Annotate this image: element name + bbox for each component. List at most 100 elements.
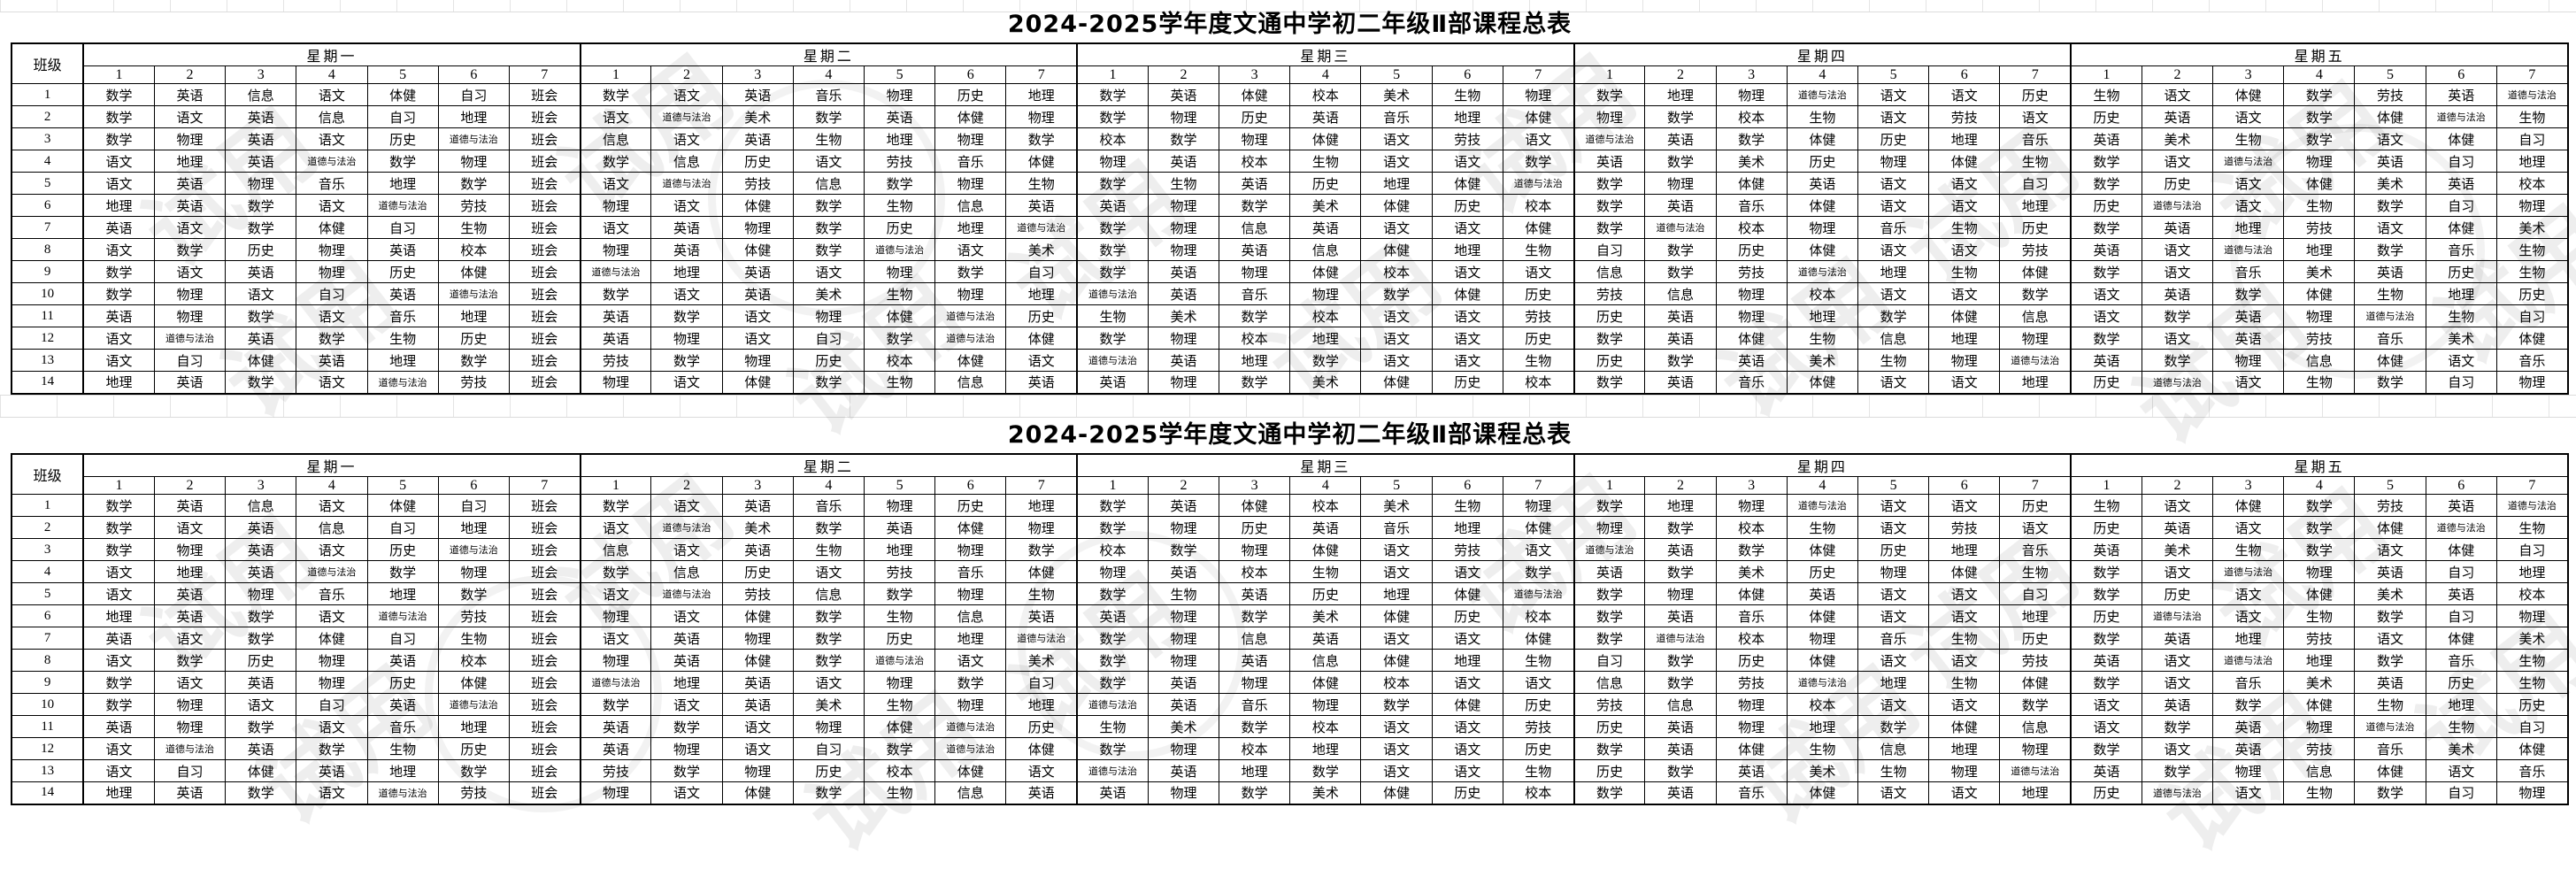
subject-cell: 英语 — [225, 150, 297, 173]
subject-cell: 语文 — [296, 538, 368, 561]
subject-cell: 美术 — [1289, 371, 1362, 394]
day-header: 星期二 — [579, 453, 1078, 477]
subject-cell: 数学 — [82, 105, 155, 128]
subject-cell: 语文 — [1857, 781, 1930, 804]
subject-cell: 语文 — [1502, 260, 1575, 283]
subject-cell: 物理 — [1928, 349, 2001, 372]
period-header: 2 — [153, 65, 227, 84]
subject-cell: 生物 — [1431, 83, 1503, 106]
subject-cell: 美术 — [1786, 349, 1858, 372]
subject-cell: 数学 — [1715, 127, 1788, 150]
subject-cell: 英语 — [2141, 105, 2214, 128]
subject-cell: 英语 — [721, 693, 794, 716]
subject-cell: 英语 — [2425, 494, 2497, 517]
subject-cell: 生物 — [1786, 516, 1858, 539]
subject-cell: 英语 — [1147, 494, 1220, 517]
subject-cell: 地理 — [2283, 238, 2356, 261]
subject-cell: 体健 — [1502, 216, 1575, 239]
subject-cell: 英语 — [153, 194, 227, 217]
period-header: 4 — [2283, 476, 2356, 495]
subject-cell: 班会 — [508, 759, 581, 782]
subject-cell: 地理 — [1644, 83, 1717, 106]
subject-cell: 生物 — [2495, 671, 2569, 694]
table-row: 7 英语 语文 数学 体健 自习 生物 班会 语文 英语 物理 数学 历史 地理 道德与法治 数学 物理 信息 英语… — [11, 216, 2569, 239]
subject-cell: 数学 — [1005, 538, 1078, 561]
subject-cell: 班会 — [508, 538, 581, 561]
subject-cell: 英语 — [2425, 172, 2497, 195]
subject-cell: 英语 — [1644, 604, 1717, 627]
subject-cell: 体健 — [1715, 172, 1788, 195]
subject-cell: 英语 — [153, 371, 227, 394]
table-row: 12 语文 道德与法治 英语 数学 生物 历史 班会 英语 物理 语文 自习 数学 道德与法治 体健 数学 物理… — [11, 327, 2569, 350]
subject-cell: 物理 — [153, 304, 227, 327]
subject-cell: 语文 — [1502, 671, 1575, 694]
subject-cell: 物理 — [2495, 781, 2569, 804]
subject-cell: 物理 — [1857, 150, 1930, 173]
subject-cell: 体健 — [1005, 737, 1078, 760]
class-number-cell: 8 — [11, 238, 84, 261]
subject-cell: 校本 — [1502, 371, 1575, 394]
subject-cell: 自习 — [2425, 560, 2497, 583]
subject-cell: 数学 — [1147, 127, 1220, 150]
subject-cell: 音乐 — [2354, 737, 2426, 760]
period-header: 4 — [296, 476, 368, 495]
subject-cell: 音乐 — [1360, 105, 1433, 128]
subject-cell: 美术 — [792, 282, 865, 305]
subject-cell: 语文 — [1431, 304, 1503, 327]
subject-cell: 数学 — [1644, 516, 1717, 539]
period-header: 5 — [366, 476, 439, 495]
subject-cell: 信息 — [2283, 759, 2356, 782]
subject-cell: 道德与法治 — [1573, 538, 1646, 561]
subject-cell: 道德与法治 — [934, 715, 1007, 738]
subject-cell: 语文 — [579, 582, 652, 605]
subject-cell: 语文 — [1857, 494, 1930, 517]
period-header: 6 — [437, 476, 510, 495]
subject-cell: 历史 — [225, 238, 297, 261]
subject-cell: 地理 — [1928, 127, 2001, 150]
subject-cell: 道德与法治 — [366, 371, 439, 394]
subject-cell: 道德与法治 — [2212, 649, 2285, 672]
subject-cell: 语文 — [1928, 781, 2001, 804]
subject-cell: 英语 — [153, 83, 227, 106]
subject-cell: 劳技 — [2354, 494, 2426, 517]
subject-cell: 语文 — [2212, 516, 2285, 539]
class-column-header: 班级 — [11, 453, 84, 495]
subject-cell: 数学 — [863, 582, 936, 605]
subject-cell: 体健 — [1360, 649, 1433, 672]
subject-cell: 英语 — [225, 538, 297, 561]
subject-cell: 语文 — [650, 604, 723, 627]
class-number-cell: 1 — [11, 494, 84, 517]
subject-cell: 美术 — [2425, 327, 2497, 350]
subject-cell: 历史 — [863, 627, 936, 650]
subject-cell: 信息 — [1219, 627, 1291, 650]
class-number-cell: 14 — [11, 371, 84, 394]
subject-cell: 数学 — [1857, 304, 1930, 327]
subject-cell: 地理 — [650, 671, 723, 694]
subject-cell: 语文 — [2212, 604, 2285, 627]
subject-cell: 语文 — [1431, 759, 1503, 782]
subject-cell: 语文 — [1928, 494, 2001, 517]
class-column-header: 班级 — [11, 42, 84, 84]
subject-cell: 语文 — [579, 627, 652, 650]
subject-cell: 历史 — [1005, 304, 1078, 327]
subject-cell: 劳技 — [1928, 516, 2001, 539]
subject-cell: 英语 — [225, 560, 297, 583]
subject-cell: 音乐 — [1219, 693, 1291, 716]
table-row: 4 语文 地理 英语 道德与法治 数学 物理 班会 数学 信息 历史 语文 劳技 音乐 体健 物理 英语 校本 生物… — [11, 150, 2569, 173]
subject-cell: 数学 — [579, 560, 652, 583]
subject-cell: 体健 — [1005, 327, 1078, 350]
subject-cell: 体健 — [1999, 671, 2072, 694]
subject-cell: 数学 — [1147, 538, 1220, 561]
subject-cell: 体健 — [721, 194, 794, 217]
day-header: 星期一 — [82, 42, 581, 66]
subject-cell: 体健 — [1219, 83, 1291, 106]
subject-cell: 生物 — [863, 781, 936, 804]
subject-cell: 道德与法治 — [1502, 582, 1575, 605]
class-number-cell: 10 — [11, 693, 84, 716]
period-header: 4 — [1786, 65, 1858, 84]
period-header: 4 — [2283, 65, 2356, 84]
subject-cell: 历史 — [1999, 627, 2072, 650]
period-header: 7 — [2495, 476, 2569, 495]
subject-cell: 地理 — [1005, 693, 1078, 716]
subject-cell: 语文 — [2141, 83, 2214, 106]
